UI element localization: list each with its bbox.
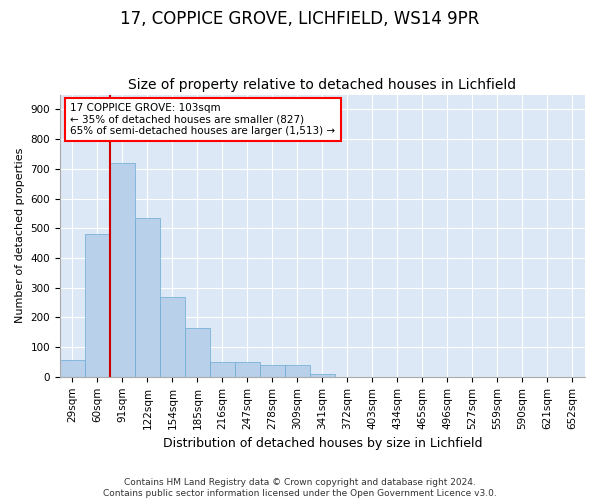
Bar <box>310 374 335 377</box>
Bar <box>160 296 185 377</box>
X-axis label: Distribution of detached houses by size in Lichfield: Distribution of detached houses by size … <box>163 437 482 450</box>
Bar <box>285 365 310 377</box>
Bar <box>210 362 235 377</box>
Bar <box>135 218 160 377</box>
Y-axis label: Number of detached properties: Number of detached properties <box>15 148 25 324</box>
Bar <box>185 328 210 377</box>
Bar <box>260 365 285 377</box>
Text: Contains HM Land Registry data © Crown copyright and database right 2024.
Contai: Contains HM Land Registry data © Crown c… <box>103 478 497 498</box>
Bar <box>85 234 110 377</box>
Title: Size of property relative to detached houses in Lichfield: Size of property relative to detached ho… <box>128 78 517 92</box>
Text: 17, COPPICE GROVE, LICHFIELD, WS14 9PR: 17, COPPICE GROVE, LICHFIELD, WS14 9PR <box>121 10 479 28</box>
Bar <box>60 360 85 377</box>
Bar <box>110 163 135 377</box>
Bar <box>235 362 260 377</box>
Text: 17 COPPICE GROVE: 103sqm
← 35% of detached houses are smaller (827)
65% of semi-: 17 COPPICE GROVE: 103sqm ← 35% of detach… <box>70 103 335 136</box>
